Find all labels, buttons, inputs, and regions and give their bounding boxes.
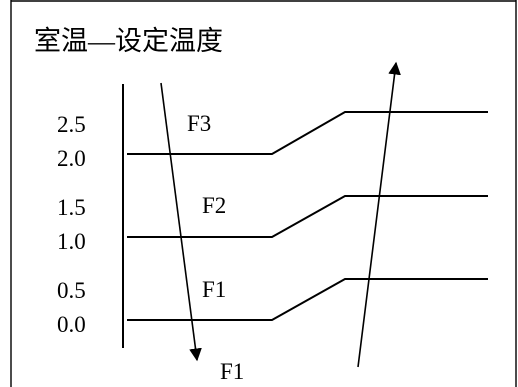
y-tick-label: 0.5 <box>57 278 86 303</box>
descending-arrow <box>160 82 202 362</box>
diagram-title: 室温—设定温度 <box>34 26 223 56</box>
region-label-f3: F3 <box>187 111 211 136</box>
ascending-arrow <box>357 61 401 368</box>
curve-f2-boundary <box>127 195 488 238</box>
y-tick-label: 2.0 <box>57 146 86 171</box>
curve-f1-boundary <box>127 278 488 321</box>
region-label-f2: F2 <box>202 193 226 218</box>
y-tick-label: 0.0 <box>57 312 86 337</box>
y-tick-label: 1.5 <box>57 195 86 220</box>
region-label-f1: F1 <box>202 277 226 302</box>
y-tick-label: 2.5 <box>57 112 86 137</box>
curve-f3-boundary <box>127 111 488 155</box>
region-label-bottom-f1: F1 <box>220 359 244 384</box>
y-tick-label: 1.0 <box>57 229 86 254</box>
